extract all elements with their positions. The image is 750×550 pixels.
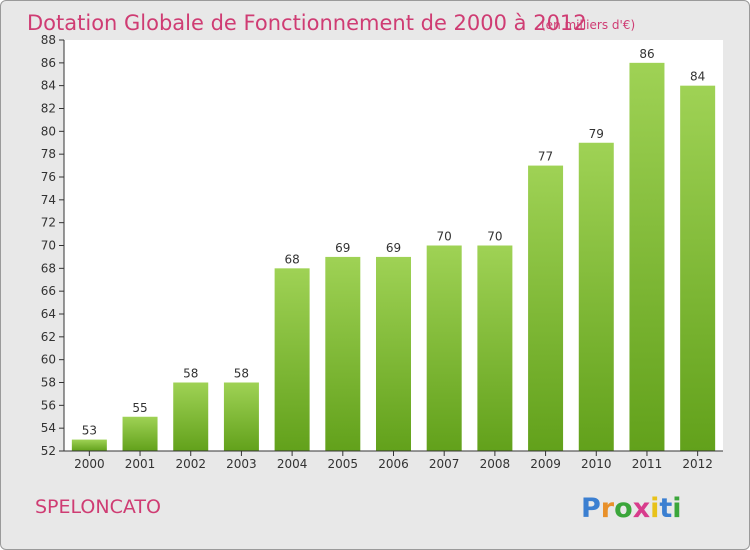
y-tick-label: 84 — [41, 79, 56, 93]
y-axis: 52 54 56 58 60 62 64 66 68 70 72 74 76 78 80 82 84 86 88 — [41, 33, 65, 458]
x-tick-label-2011: 2011 — [632, 457, 663, 471]
bar-2001 — [122, 416, 158, 451]
data-label-2006: 69 — [386, 241, 401, 255]
data-label-2003: 58 — [234, 367, 249, 381]
y-tick-label: 86 — [41, 56, 56, 70]
x-tick-label-2008: 2008 — [480, 457, 511, 471]
y-tick-label: 54 — [41, 421, 56, 435]
bars: 53 55 58 58 68 69 69 70 70 77 79 86 84 — [71, 47, 716, 452]
data-label-2009: 77 — [538, 150, 553, 164]
bar-2010 — [578, 142, 614, 451]
data-label-2001: 55 — [132, 401, 147, 415]
x-tick-label-2007: 2007 — [429, 457, 460, 471]
bar-2006 — [376, 256, 411, 451]
x-tick-label-2001: 2001 — [125, 457, 156, 471]
data-label-2002: 58 — [183, 367, 198, 381]
y-tick-label: 78 — [41, 147, 56, 161]
x-tick-label-2004: 2004 — [277, 457, 308, 471]
y-tick-label: 76 — [41, 170, 56, 184]
y-tick-label: 62 — [41, 330, 56, 344]
y-tick-label: 68 — [41, 261, 56, 275]
data-label-2007: 70 — [437, 230, 452, 244]
data-label-2000: 53 — [82, 424, 97, 438]
bar-2005 — [325, 256, 361, 451]
x-tick-label-2006: 2006 — [378, 457, 409, 471]
data-label-2010: 79 — [589, 127, 604, 141]
bar-2009 — [528, 165, 564, 452]
y-tick-label: 72 — [41, 216, 56, 230]
data-label-2004: 68 — [284, 252, 299, 266]
x-axis: 2000 2001 2002 2003 2004 2005 2006 2007 2008 2009… — [64, 450, 723, 471]
bar-2008 — [477, 245, 513, 451]
x-tick-label-2005: 2005 — [328, 457, 359, 471]
data-label-2011: 86 — [639, 47, 654, 61]
y-tick-label: 56 — [41, 398, 56, 412]
y-tick-label: 74 — [41, 193, 56, 207]
y-tick-label: 66 — [41, 284, 56, 298]
bar-2002 — [173, 382, 209, 451]
bar-2007 — [426, 245, 462, 451]
y-tick-label: 80 — [41, 124, 56, 138]
x-tick-label-2010: 2010 — [581, 457, 612, 471]
y-tick-label: 82 — [41, 102, 56, 116]
data-label-2012: 84 — [690, 70, 705, 84]
x-tick-label-2009: 2009 — [530, 457, 561, 471]
y-tick-label: 64 — [41, 307, 56, 321]
bar-2000 — [71, 439, 107, 451]
y-tick-label: 58 — [41, 376, 56, 390]
bar-2003 — [223, 382, 259, 451]
y-tick-label: 88 — [41, 33, 56, 47]
x-tick-label-2012: 2012 — [682, 457, 713, 471]
data-label-2005: 69 — [335, 241, 350, 255]
y-tick-label: 70 — [41, 239, 56, 253]
x-tick-label-2002: 2002 — [175, 457, 206, 471]
proxiti-logo: Proxiti — [581, 493, 682, 524]
x-tick-label-2000: 2000 — [74, 457, 105, 471]
data-label-2008: 70 — [487, 230, 502, 244]
bar-2012 — [680, 85, 716, 452]
y-tick-label: 60 — [41, 353, 56, 367]
chart-subtitle: (en milliers d'€) — [541, 18, 635, 32]
bar-2004 — [274, 268, 310, 451]
commune-name: SPELONCATO — [35, 496, 161, 518]
x-tick-label-2003: 2003 — [226, 457, 257, 471]
bar-2011 — [629, 62, 665, 451]
chart-title: Dotation Globale de Fonctionnement de 20… — [27, 11, 587, 35]
y-tick-label: 52 — [41, 444, 56, 458]
